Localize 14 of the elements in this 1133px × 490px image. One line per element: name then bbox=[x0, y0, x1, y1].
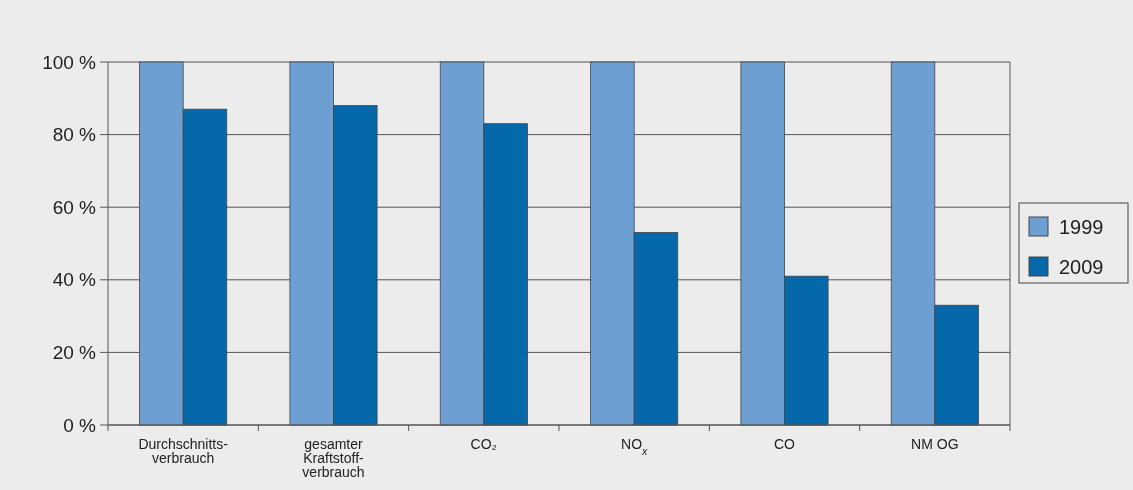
x-tick-label: CO₂ bbox=[470, 436, 498, 452]
x-tick-label: gesamter Kraftstoff- verbrauch bbox=[302, 436, 365, 480]
x-tick-label: Durchschnitts- verbrauch bbox=[138, 436, 229, 466]
y-tick-label: 100 % bbox=[42, 51, 97, 73]
y-tick-label: 40 % bbox=[52, 269, 97, 291]
legend-label: 2009 bbox=[1059, 256, 1104, 278]
y-tick-label: 0 % bbox=[63, 414, 97, 436]
x-tick-label: NM OG bbox=[911, 436, 959, 452]
y-tick-label: 80 % bbox=[52, 124, 97, 146]
y-tick-label: 60 % bbox=[52, 196, 97, 218]
legend-label: 1999 bbox=[1059, 216, 1104, 238]
x-tick-label: CO bbox=[774, 436, 796, 452]
y-tick-label: 20 % bbox=[52, 342, 97, 364]
x-tick-label: NO$_{x}$ bbox=[621, 436, 649, 457]
